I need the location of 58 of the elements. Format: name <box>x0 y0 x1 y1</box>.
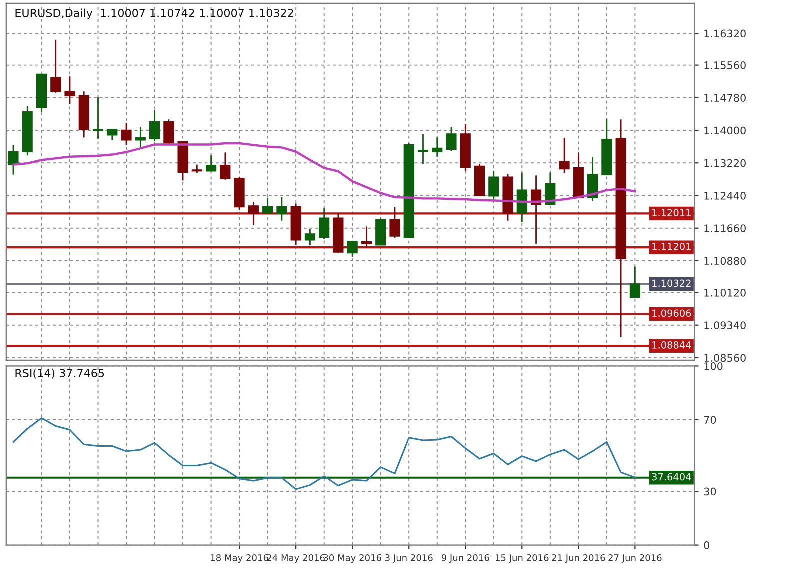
ref-line-label: 1.11201 <box>652 243 691 250</box>
candlestick <box>276 196 288 222</box>
candlestick <box>630 266 640 298</box>
candlestick <box>8 144 19 176</box>
x-tick-label: 15 Jun 2016 <box>496 554 549 563</box>
candlestick <box>347 241 358 258</box>
y-tick-label: 1.11660 <box>704 224 746 232</box>
candlestick <box>262 197 274 215</box>
candlestick <box>50 39 62 94</box>
candlestick <box>432 136 443 158</box>
candlestick <box>446 126 457 152</box>
candlestick <box>107 129 118 141</box>
candlestick <box>206 154 217 172</box>
chart-title: EURUSD,Daily 1.10007 1.10742 1.10007 1.10322 <box>16 8 294 20</box>
candlestick <box>149 110 160 142</box>
chart-title: RSI(14) 37.7465 <box>16 368 104 379</box>
y-tick-label: 100 <box>704 362 723 370</box>
candlestick <box>64 76 76 105</box>
candlestick <box>488 170 500 202</box>
candlestick <box>319 208 330 240</box>
x-tick-label: 9 Jun 2016 <box>442 554 490 563</box>
candlestick <box>390 206 400 239</box>
candlestick <box>121 122 132 146</box>
candlestick <box>588 156 598 202</box>
y-tick-label: 1.16320 <box>704 30 746 38</box>
ref-line-label: 1.09606 <box>652 310 692 318</box>
candlestick <box>248 201 259 226</box>
candlestick <box>92 96 104 140</box>
y-tick-label: 1.10880 <box>704 257 746 266</box>
ref-line-label: 1.10322 <box>652 280 691 288</box>
ref-line-label: 1.08844 <box>652 342 692 349</box>
y-tick-label: 1.08560 <box>704 354 746 362</box>
y-tick-label: 1.09340 <box>704 322 746 330</box>
candlestick <box>559 137 570 174</box>
x-tick-label: 21 Jun 2016 <box>552 554 606 563</box>
y-tick-label: 1.12440 <box>704 192 746 200</box>
line-series <box>12 418 636 490</box>
candlestick <box>220 152 231 181</box>
x-tick-label: 30 May 2016 <box>324 554 382 564</box>
y-tick-label: 1.15560 <box>704 62 746 70</box>
candlestick <box>418 134 429 165</box>
y-tick-label: 30 <box>704 488 716 496</box>
candlestick <box>361 226 372 249</box>
x-tick-label: 18 May 2016 <box>211 554 268 564</box>
y-tick-label: 70 <box>704 416 716 424</box>
y-tick-label: 1.13220 <box>704 159 746 168</box>
x-tick-label: 27 Jun 2016 <box>608 554 662 563</box>
ref-line-label: 1.12011 <box>652 209 691 217</box>
x-tick-label: 3 Jun 2016 <box>386 554 433 563</box>
x-tick-label: 24 May 2016 <box>267 554 325 564</box>
candlestick <box>516 172 528 224</box>
y-tick-label: 1.10120 <box>704 288 746 297</box>
y-tick-label: 1.14780 <box>704 94 746 102</box>
y-tick-label: 0 <box>704 542 710 550</box>
ref-line-label: 37.6404 <box>652 473 692 481</box>
candlestick <box>304 228 316 246</box>
y-tick-label: 1.14000 <box>704 126 746 135</box>
candlestick <box>135 126 146 150</box>
